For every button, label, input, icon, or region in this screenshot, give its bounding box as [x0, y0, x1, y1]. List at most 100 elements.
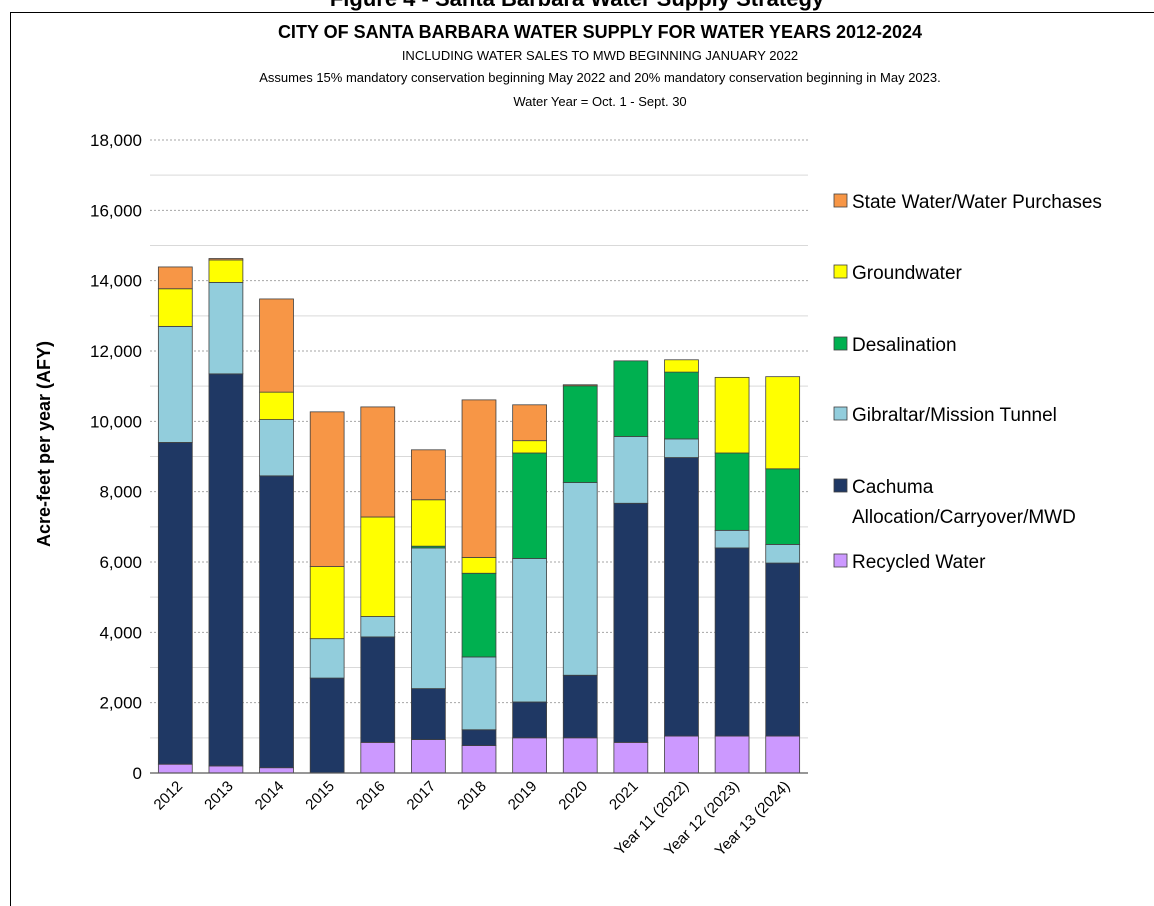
- legend-swatch: [833, 553, 848, 568]
- bar-segment: [360, 742, 396, 774]
- bar-segment: [259, 298, 294, 393]
- legend: State Water/Water Purchases Groundwater De…: [833, 192, 1102, 573]
- bar-segment: [562, 737, 598, 774]
- chart-subtitle-1: INCLUDING WATER SALES TO MWD BEGINNING J…: [402, 48, 798, 63]
- legend-label: Cachuma: [852, 477, 934, 498]
- y-tick-label: 6,000: [99, 553, 142, 572]
- bar-segment: [562, 482, 598, 676]
- x-tick-label: 2019: [505, 778, 541, 814]
- bar-segment: [461, 572, 497, 658]
- x-tick-label: 2021: [606, 778, 642, 814]
- bar-segment: [309, 566, 345, 640]
- y-axis-label: Acre-feet per year (AFY): [34, 341, 54, 547]
- bar-segment: [512, 701, 547, 739]
- bar-segment: [461, 399, 497, 558]
- bar-segment: [664, 457, 699, 737]
- x-tick-label: 2014: [252, 778, 288, 814]
- y-tick-label: 0: [133, 764, 142, 783]
- bar-segment: [208, 259, 244, 283]
- y-tick-label: 8,000: [99, 483, 142, 502]
- bar-segment: [562, 385, 598, 483]
- legend-label: State Water/Water Purchases: [852, 192, 1102, 213]
- legend-label: Recycled Water: [852, 552, 986, 573]
- y-tick-label: 10,000: [90, 412, 142, 431]
- x-tick-label: 2018: [454, 778, 490, 814]
- chart-frame: [10, 12, 1154, 906]
- bar-segment: [512, 558, 547, 703]
- legend-swatch: [833, 406, 848, 421]
- bar-segment: [562, 674, 598, 739]
- bar-segment: [411, 547, 446, 690]
- bar-segment: [562, 384, 598, 387]
- x-tick-label: 2013: [201, 778, 237, 814]
- bar-segment: [613, 502, 649, 743]
- bar-segment: [208, 258, 244, 261]
- bar-segment: [309, 638, 345, 679]
- bar-segment: [512, 737, 547, 774]
- bar-segment: [309, 411, 345, 567]
- bar-segment: [259, 475, 294, 769]
- bar-segment: [664, 735, 699, 774]
- x-tick-label: 2016: [353, 778, 389, 814]
- chart-subtitle-3: Water Year = Oct. 1 - Sept. 30: [513, 94, 686, 109]
- x-tick-label: 2015: [302, 778, 338, 814]
- bar-segment: [360, 516, 396, 617]
- y-tick-label: 16,000: [90, 201, 142, 220]
- bar-segment: [208, 765, 244, 774]
- bar-segment: [765, 562, 801, 737]
- y-tick-labels: 0 2,000 4,000 6,000 8,000 10,000 12,000 14,000 1…: [90, 131, 142, 783]
- bar-segment: [765, 544, 801, 564]
- legend-swatch: [833, 478, 848, 493]
- bar-segment: [714, 547, 750, 737]
- bar-segment: [411, 449, 446, 501]
- y-tick-label: 18,000: [90, 131, 142, 150]
- bar-segment: [461, 656, 497, 731]
- bar-segment: [664, 438, 699, 458]
- bar-segment: [259, 419, 294, 477]
- bar-segment: [512, 440, 547, 454]
- bar-segment: [360, 406, 396, 518]
- legend-swatch: [833, 264, 848, 279]
- bar-segment: [411, 499, 446, 547]
- bar-segment: [360, 636, 396, 743]
- bar-segment: [664, 359, 699, 373]
- bar-segment: [461, 729, 497, 746]
- x-tick-label: 2017: [404, 778, 440, 814]
- x-tick-labels: 2012 2013 2014 2015 2016 2017 2018 2019 2020 2021…: [151, 778, 794, 860]
- bar-segment: [309, 677, 345, 774]
- legend-label: Desalination: [852, 335, 957, 356]
- bar-segment: [461, 557, 497, 574]
- chart-subtitle-2: Assumes 15% mandatory conservation begin…: [259, 70, 940, 85]
- bar-segment: [765, 468, 801, 545]
- bar-segment: [613, 742, 649, 774]
- y-tick-label: 4,000: [99, 623, 142, 642]
- bar-segment: [259, 767, 294, 774]
- bar-segment: [714, 376, 750, 454]
- bar-segment: [664, 371, 699, 440]
- bar-segment: [714, 735, 750, 774]
- bar-segment: [512, 452, 547, 559]
- bar-segment: [208, 282, 244, 375]
- bars: [157, 258, 801, 774]
- bar-segment: [765, 735, 801, 774]
- legend-swatch: [833, 193, 848, 208]
- bar-segment: [360, 616, 396, 638]
- bar-segment: [157, 442, 193, 765]
- bar-segment: [613, 360, 649, 437]
- x-tick-label: 2012: [151, 778, 187, 814]
- y-tick-label: 14,000: [90, 272, 142, 291]
- bar-segment: [714, 529, 750, 549]
- bar-segment: [157, 325, 193, 443]
- bar-segment: [259, 391, 294, 420]
- chart-title: CITY OF SANTA BARBARA WATER SUPPLY FOR W…: [278, 22, 922, 42]
- legend-label: Allocation/Carryover/MWD: [852, 507, 1076, 528]
- bar-segment: [765, 376, 801, 470]
- legend-label: Gibraltar/Mission Tunnel: [852, 405, 1057, 426]
- y-tick-label: 2,000: [99, 694, 142, 713]
- bar-segment: [411, 739, 446, 774]
- legend-swatch: [833, 336, 848, 351]
- bar-segment: [411, 688, 446, 740]
- bar-segment: [157, 288, 193, 327]
- bar-segment: [157, 266, 193, 290]
